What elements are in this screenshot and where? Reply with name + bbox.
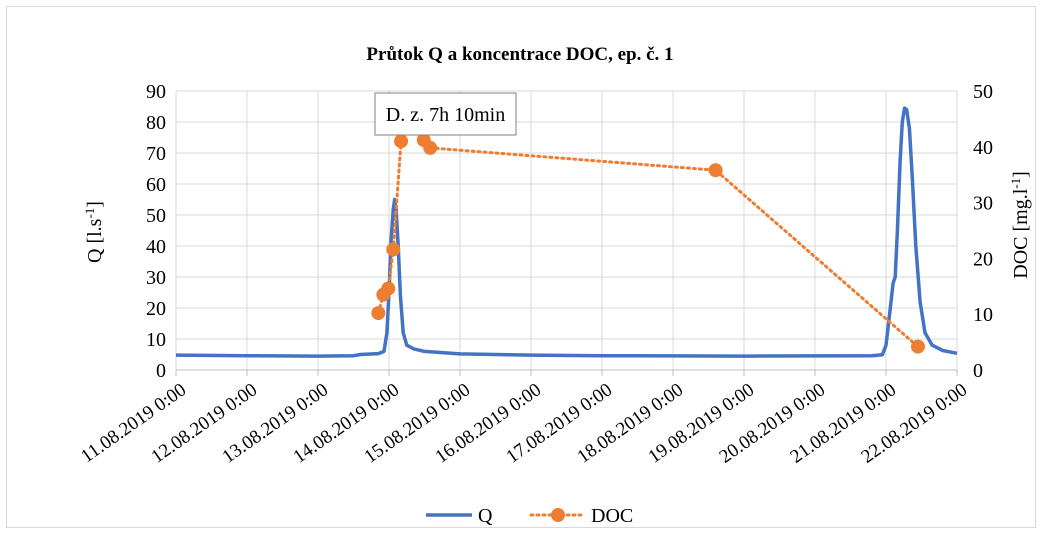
legend-q-label: Q xyxy=(478,505,493,527)
y-right-tick-label: 50 xyxy=(973,81,993,103)
y-right-label-end: ] xyxy=(1010,171,1032,178)
y-left-tick-label: 10 xyxy=(146,329,166,351)
y-right-tick-label: 30 xyxy=(973,193,993,215)
y-right-title: DOC [mg.l-1] xyxy=(1008,171,1033,279)
y-left-tick-label: 70 xyxy=(146,143,166,165)
y-axis-right: 0 10 20 30 40 50 xyxy=(973,81,993,382)
y-axis-left: 0 10 20 30 40 50 60 70 80 90 xyxy=(146,81,166,382)
y-left-label-sup: -1 xyxy=(82,208,97,219)
y-left-tick-label: 90 xyxy=(146,81,166,103)
data-point-doc xyxy=(386,242,401,257)
legend: Q DOC xyxy=(426,505,633,527)
y-left-tick-label: 40 xyxy=(146,236,166,258)
svg-text:Q [l.s-1]: Q [l.s-1] xyxy=(82,201,107,263)
y-left-tick-label: 20 xyxy=(146,298,166,320)
svg-text:DOC [mg.l-1]: DOC [mg.l-1] xyxy=(1008,171,1033,279)
y-right-tick-label: 40 xyxy=(973,137,993,159)
data-point-doc xyxy=(381,281,396,296)
y-left-tick-label: 30 xyxy=(146,267,166,289)
data-point-doc xyxy=(708,163,723,178)
y-right-tick-label: 0 xyxy=(973,360,983,382)
data-point-doc xyxy=(394,134,409,149)
series-line-q xyxy=(175,106,958,358)
data-point-doc xyxy=(371,306,386,321)
y-left-title: Q [l.s-1] xyxy=(82,201,107,263)
data-point-doc xyxy=(423,140,438,155)
legend-doc-label: DOC xyxy=(591,505,633,527)
chart-title: Průtok Q a koncentrace DOC, ep. č. 1 xyxy=(366,44,673,65)
y-left-tick-label: 60 xyxy=(146,174,166,196)
y-right-tick-label: 10 xyxy=(973,304,993,326)
y-right-label-sup: -1 xyxy=(1008,178,1023,189)
data-point-doc xyxy=(910,339,925,354)
y-left-tick-label: 0 xyxy=(156,360,166,382)
y-right-tick-label: 20 xyxy=(973,248,993,270)
y-left-label-end: ] xyxy=(84,201,106,208)
series-line-doc xyxy=(376,115,920,349)
y-left-label: Q [l.s xyxy=(84,218,106,263)
annotation-text: D. z. 7h 10min xyxy=(386,104,505,126)
annotation-box: D. z. 7h 10min xyxy=(374,92,517,136)
grid xyxy=(175,90,958,371)
y-right-label: DOC [mg.l xyxy=(1010,188,1032,278)
legend-doc-marker xyxy=(551,508,565,522)
y-left-tick-label: 80 xyxy=(146,112,166,134)
y-left-tick-label: 50 xyxy=(146,205,166,227)
series-layer xyxy=(175,106,958,358)
chart-frame xyxy=(6,6,1036,528)
